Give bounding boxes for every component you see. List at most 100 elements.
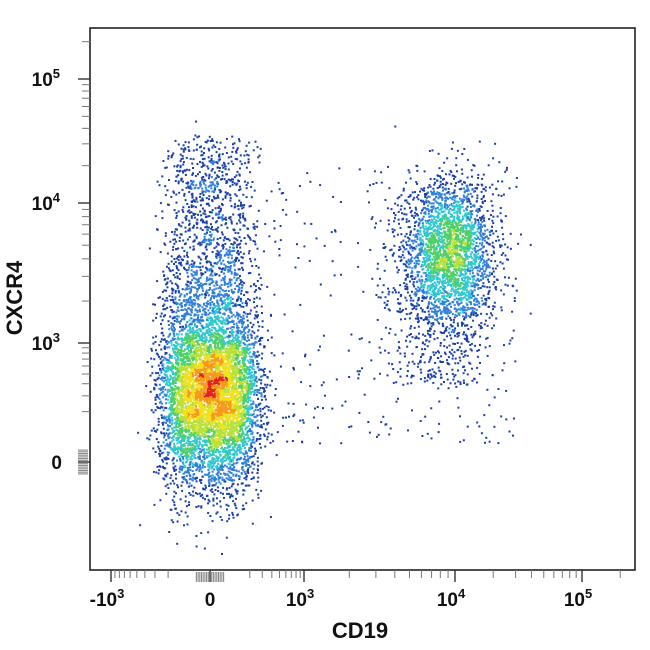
data-point	[158, 447, 161, 450]
data-point	[164, 367, 167, 370]
data-point	[221, 400, 224, 403]
data-point	[213, 319, 215, 322]
data-point	[190, 342, 193, 345]
data-point	[194, 462, 197, 465]
data-point	[261, 375, 264, 378]
data-point	[155, 349, 157, 352]
data-point	[207, 326, 210, 328]
data-point	[212, 435, 215, 438]
data-point	[187, 447, 189, 450]
data-point	[165, 407, 168, 410]
data-point	[242, 328, 245, 331]
data-point	[198, 363, 200, 366]
data-point	[206, 448, 208, 451]
data-point	[234, 426, 237, 429]
data-point	[173, 422, 176, 425]
data-point	[221, 362, 223, 365]
data-point	[170, 344, 173, 347]
data-point	[243, 376, 246, 379]
data-point	[208, 359, 211, 362]
data-point	[252, 402, 255, 405]
data-point	[189, 326, 191, 329]
data-point	[160, 452, 163, 455]
data-point	[225, 330, 227, 333]
data-point	[205, 451, 208, 454]
data-point	[177, 352, 180, 355]
data-point	[162, 363, 165, 366]
data-point	[251, 441, 254, 444]
data-point	[171, 420, 174, 422]
data-point	[255, 404, 257, 407]
data-point	[256, 472, 259, 474]
data-point	[241, 468, 244, 471]
data-point	[188, 341, 191, 344]
data-point	[162, 366, 165, 369]
data-point	[209, 441, 212, 444]
data-point	[167, 267, 170, 270]
data-point	[208, 294, 210, 297]
data-point	[197, 400, 200, 403]
data-point	[259, 375, 262, 378]
data-point	[240, 292, 243, 295]
data-point	[242, 268, 244, 271]
data-point	[220, 321, 222, 324]
data-point	[230, 423, 233, 426]
data-point	[178, 291, 181, 294]
data-point	[228, 374, 231, 377]
data-point	[243, 455, 246, 458]
data-point	[219, 466, 222, 469]
data-point	[162, 308, 165, 311]
data-point	[215, 428, 218, 431]
data-point	[196, 309, 199, 312]
data-point	[201, 353, 204, 356]
data-point	[178, 399, 181, 402]
data-point	[242, 321, 245, 324]
data-point	[174, 379, 176, 382]
data-point	[241, 429, 244, 432]
data-point	[168, 334, 171, 337]
data-point	[183, 393, 186, 396]
data-point	[223, 422, 226, 425]
data-point	[174, 361, 177, 364]
data-point	[189, 339, 192, 342]
data-point	[200, 363, 202, 366]
data-point	[205, 357, 208, 360]
data-point	[159, 296, 161, 299]
data-point	[158, 355, 160, 358]
data-point	[170, 474, 173, 477]
data-point	[243, 405, 246, 408]
data-point	[252, 422, 255, 425]
data-point	[214, 362, 217, 365]
data-point	[151, 365, 154, 368]
data-point	[230, 432, 233, 435]
data-point	[226, 418, 229, 421]
data-point	[182, 341, 185, 344]
data-point	[202, 391, 205, 394]
data-point	[213, 284, 216, 287]
data-point	[198, 438, 201, 441]
data-point	[221, 302, 224, 304]
data-point	[174, 340, 177, 343]
data-point	[205, 372, 208, 375]
data-point	[171, 499, 174, 502]
data-point	[177, 413, 179, 416]
data-point	[230, 315, 233, 318]
data-point	[200, 403, 203, 406]
data-point	[175, 473, 177, 476]
data-point	[211, 323, 214, 326]
data-point	[222, 472, 225, 475]
data-point	[239, 378, 242, 381]
data-point	[199, 464, 201, 467]
data-point	[196, 355, 199, 358]
data-point	[241, 412, 244, 415]
data-point	[250, 387, 253, 390]
data-point	[221, 417, 224, 420]
data-point	[221, 394, 224, 397]
data-point	[206, 415, 209, 418]
data-point	[225, 322, 228, 325]
data-point	[172, 348, 175, 351]
data-point	[232, 351, 235, 354]
data-point	[236, 239, 239, 242]
data-point	[234, 488, 237, 491]
data-point	[188, 395, 191, 398]
